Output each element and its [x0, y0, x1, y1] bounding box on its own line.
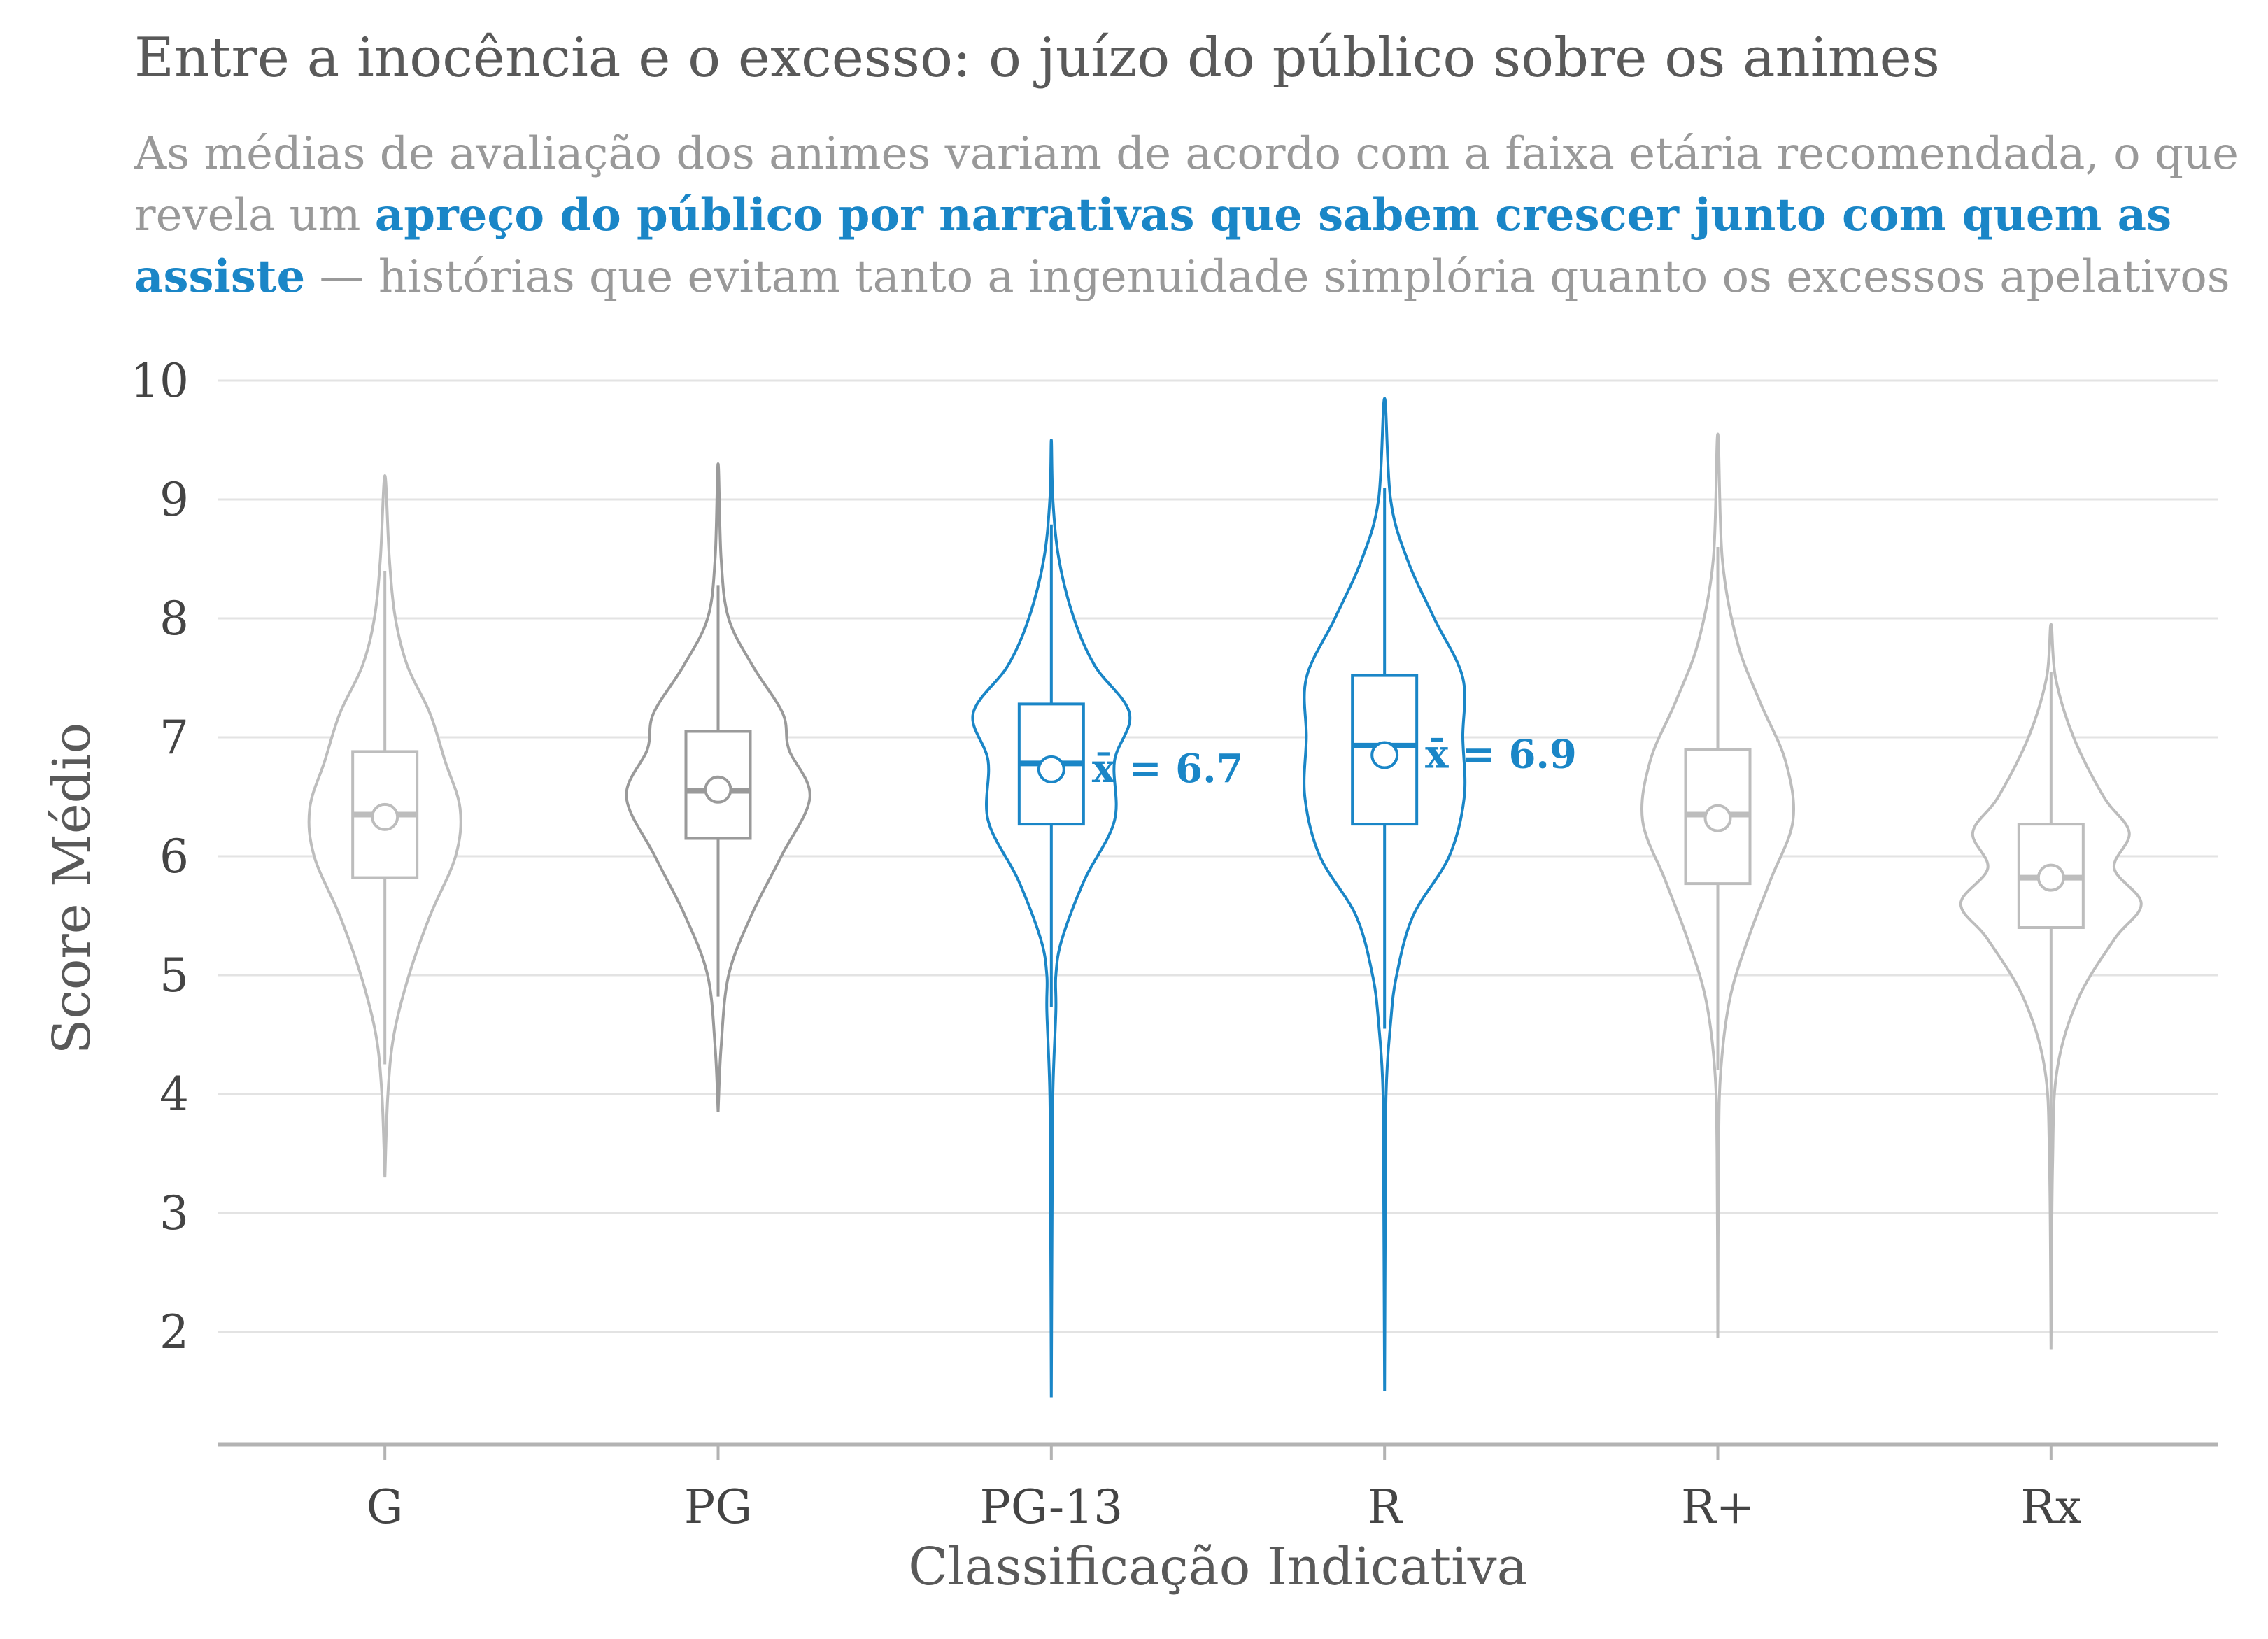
violin-g	[307, 474, 462, 1178]
violin-pg-13: x̄ = 6.7	[971, 438, 1244, 1398]
x-tick-label: G	[367, 1480, 404, 1534]
violin-pg	[625, 462, 811, 1112]
y-axis-title: Score Médio	[42, 723, 102, 1055]
x-tick-label: R	[1367, 1480, 1403, 1534]
subtitle-text-start: As médias de avaliação dos animes variam…	[134, 128, 2239, 241]
x-tick-label: PG-13	[980, 1480, 1124, 1534]
y-tick-label: 5	[160, 949, 189, 1002]
violin-r+	[1640, 432, 1796, 1338]
x-axis-ticks: G PG PG-13 R R+ Rx	[367, 1445, 2081, 1534]
mean-point	[371, 802, 399, 831]
gridlines	[218, 379, 2218, 1333]
mean-point	[1037, 755, 1065, 783]
violin-rx	[1959, 623, 2143, 1350]
mean-point	[2036, 863, 2065, 892]
y-tick-label: 10	[130, 354, 189, 408]
x-tick-label: R+	[1681, 1480, 1755, 1534]
y-tick-label: 6	[160, 830, 189, 884]
mean-label: x̄ = 6.9	[1425, 732, 1577, 778]
x-tick-label: Rx	[2020, 1480, 2081, 1534]
y-tick-label: 8	[160, 592, 189, 646]
x-axis-title: Classificação Indicativa	[908, 1537, 1527, 1597]
y-tick-label: 2	[160, 1305, 189, 1359]
violins: x̄ = 6.7 x̄ = 6.9	[307, 397, 2143, 1398]
y-tick-label: 4	[160, 1067, 189, 1121]
y-axis-ticks: 2 3 4 5 6 7 8 9 10	[130, 354, 189, 1359]
mean-point	[1703, 804, 1732, 832]
subtitle-highlight: apreço do público por narrativas que sab…	[134, 189, 2172, 303]
subtitle-text-end: — histórias que evitam tanto a ingenuida…	[305, 251, 2230, 303]
chart-subtitle: As médias de avaliação dos animes variam…	[134, 123, 2261, 308]
x-tick-label: PG	[684, 1480, 752, 1534]
y-tick-label: 7	[160, 711, 189, 765]
mean-label: x̄ = 6.7	[1092, 746, 1244, 792]
mean-point	[704, 775, 732, 804]
mean-point	[1370, 741, 1399, 769]
chart-title: Entre a inocência e o excesso: o juízo d…	[134, 27, 1940, 90]
y-tick-label: 3	[160, 1186, 189, 1240]
violin-r: x̄ = 6.9	[1303, 397, 1577, 1392]
y-tick-label: 9	[160, 473, 189, 527]
